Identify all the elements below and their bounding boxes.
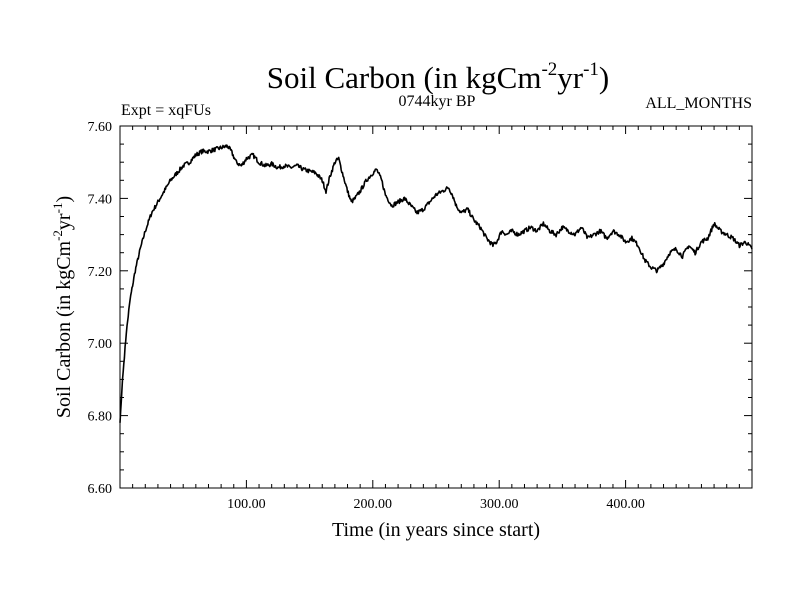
y-axis-label-mid: yr (53, 213, 75, 230)
x-tick-label-200: 200.00 (354, 497, 393, 512)
subtitle-right: ALL_MONTHS (645, 95, 752, 112)
y-axis-label-end: ) (53, 196, 75, 203)
y-tick-label-6-60: 6.60 (88, 482, 113, 497)
minor-ticks (120, 126, 752, 488)
y-axis-label-sup-1: -2 (50, 230, 65, 241)
chart-title-end: ) (599, 60, 609, 95)
y-axis-label-main: Soil Carbon (in kgCm (53, 240, 75, 418)
chart-title-sup-2: -1 (583, 59, 599, 80)
subtitle-center: 0744kyr BP (399, 93, 476, 110)
y-tick-label-7-20: 7.20 (88, 265, 113, 280)
y-tick-label-7-00: 7.00 (88, 337, 113, 352)
chart-title-mid: yr (557, 60, 584, 95)
soil-carbon-series-line (119, 144, 753, 423)
subtitle-left: Expt = xqFUs (121, 102, 211, 119)
chart-title-sup-1: -2 (541, 59, 557, 80)
y-axis-label: Soil Carbon (in kgCm-2yr-1) (50, 196, 75, 418)
y-tick-label-7-40: 7.40 (88, 192, 113, 207)
major-ticks (120, 125, 752, 489)
y-tick-label-7-60: 7.60 (88, 120, 113, 135)
y-tick-label-6-80: 6.80 (88, 410, 113, 425)
x-axis-label: Time (in years since start) (332, 519, 540, 541)
y-axis-label-sup-2: -1 (50, 203, 65, 214)
y-tick-labels: 6.60 6.80 7.00 7.20 7.40 7.60 (88, 120, 113, 497)
x-tick-label-100: 100.00 (227, 497, 266, 512)
x-tick-labels: 100.00 200.00 300.00 400.00 (227, 497, 645, 512)
plot-area-frame (119, 125, 753, 489)
chart-title-main: Soil Carbon (in kgCm (267, 60, 542, 95)
x-tick-label-400: 400.00 (606, 497, 645, 512)
chart-title: Soil Carbon (in kgCm-2yr-1) (267, 59, 610, 95)
x-tick-label-300: 300.00 (480, 497, 519, 512)
